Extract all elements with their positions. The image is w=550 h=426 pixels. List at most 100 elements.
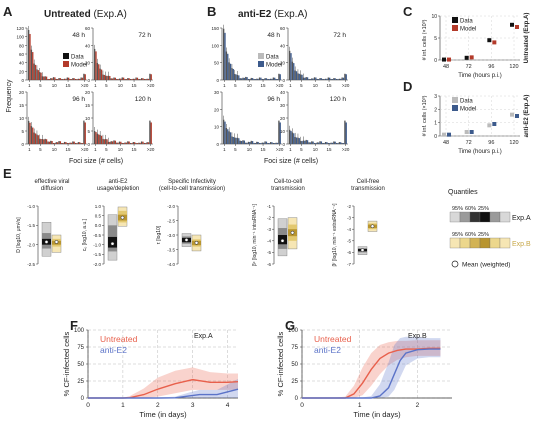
mean-marker — [120, 215, 125, 220]
bar-data — [250, 77, 252, 80]
bar-model — [337, 143, 339, 144]
bar-model — [59, 141, 62, 144]
bar-data — [239, 78, 241, 80]
bar-data — [335, 78, 338, 80]
bar-model — [117, 142, 119, 144]
x-tick-label: 120 — [509, 140, 518, 146]
x-tick-label: 1 — [289, 83, 292, 88]
bar-data — [335, 142, 338, 144]
bar-data — [99, 135, 101, 144]
bar-model — [238, 75, 240, 80]
bar-model — [136, 77, 139, 80]
y-axis-title: τ [log10] — [156, 225, 162, 244]
bar-model — [73, 141, 75, 144]
bar-model — [249, 79, 251, 80]
x-tick-label: 15 — [261, 83, 267, 88]
x-tick-label: 5 — [234, 83, 237, 88]
y-tick-label: -3.0 — [167, 233, 175, 238]
y-tick-label: 15 — [19, 103, 25, 108]
bar-data — [83, 73, 85, 80]
legend-untreated: Untreated — [100, 334, 138, 344]
legend-label: Data — [266, 55, 279, 61]
bar-data — [140, 141, 143, 144]
y-tick-label: -2.0 — [27, 242, 35, 247]
bar-model — [224, 32, 226, 80]
bar-data — [272, 142, 275, 144]
bar-data — [297, 73, 299, 80]
bar-model — [109, 76, 111, 80]
x-tick-label: 10 — [313, 147, 319, 152]
y-tick-label: 0.0 — [95, 223, 102, 228]
ci-band — [88, 378, 238, 398]
bar-data — [63, 78, 66, 80]
y-tick-label: 2 — [434, 107, 437, 113]
quantile-swatch-a — [449, 211, 461, 223]
bar-model — [293, 133, 295, 144]
bar-data — [302, 140, 305, 144]
bar-model — [235, 137, 237, 144]
series-line — [88, 388, 239, 399]
bar-data — [338, 142, 341, 144]
mean-marker — [184, 238, 189, 242]
bar-model — [290, 130, 292, 144]
bar-data — [327, 77, 329, 80]
bar-data — [267, 78, 269, 80]
bar-data — [135, 142, 137, 144]
x-tick-label: 10 — [118, 147, 124, 152]
bar-data — [261, 142, 263, 144]
bar-model — [117, 79, 119, 80]
bar-data — [135, 77, 137, 80]
bar-data — [116, 78, 118, 80]
y-axis-title: βᶠ [log10, min⁻¹ extraRNA⁻¹] — [332, 203, 338, 267]
bar-model — [312, 78, 314, 80]
bar-data — [236, 137, 239, 144]
bar-model — [45, 76, 48, 80]
bar-model — [298, 73, 300, 80]
bar-data — [66, 77, 68, 80]
param-title: Cell-free — [357, 179, 380, 185]
legend-swatch-model — [258, 61, 264, 67]
bar-data — [316, 78, 318, 80]
y-tick-label: 15 — [85, 103, 91, 108]
x-tick-label: 48 — [443, 64, 449, 70]
bar-model — [122, 143, 125, 144]
bar-model — [317, 142, 320, 144]
y-tick-label: 100 — [211, 43, 219, 48]
bar-data — [275, 142, 277, 144]
bar-data — [267, 142, 269, 144]
bar-data — [264, 141, 266, 144]
x-tick-label: 72 — [466, 140, 472, 146]
bar-model — [43, 139, 45, 144]
x-tick-label: 1 — [94, 83, 97, 88]
bar-data — [234, 137, 236, 144]
bar-data — [77, 142, 80, 144]
y-tick-label: -1 — [267, 204, 271, 209]
x-tick-label: 5 — [39, 83, 42, 88]
bar-model — [279, 74, 281, 80]
param-title: usage/depletion — [97, 186, 139, 192]
y-tick-label: 3 — [434, 94, 437, 100]
y-tick-label: 20 — [19, 69, 25, 74]
bar-model — [128, 141, 130, 144]
exp-label: Exp.A — [194, 333, 213, 340]
bar-model — [51, 141, 53, 144]
bar-model — [315, 77, 317, 80]
time-label: 96 h — [72, 96, 85, 103]
bar-model — [84, 122, 86, 144]
legend-label: Model — [266, 63, 282, 69]
bar-model — [251, 141, 254, 144]
bar-data — [344, 73, 346, 80]
x-tick-label: 10 — [247, 147, 253, 152]
bar-model — [139, 79, 141, 80]
x-tick-label: 2 — [416, 402, 420, 409]
quantile-swatch-b — [489, 237, 501, 249]
mean-marker — [110, 241, 115, 246]
time-label: 120 h — [330, 96, 347, 103]
bar-model — [317, 79, 320, 80]
bar-data — [72, 78, 74, 80]
bar-model — [306, 77, 309, 80]
bar-model — [145, 143, 147, 144]
x-tick-label: 1 — [28, 147, 31, 152]
y-tick-label: 10 — [280, 129, 286, 134]
bar-data — [61, 78, 63, 80]
